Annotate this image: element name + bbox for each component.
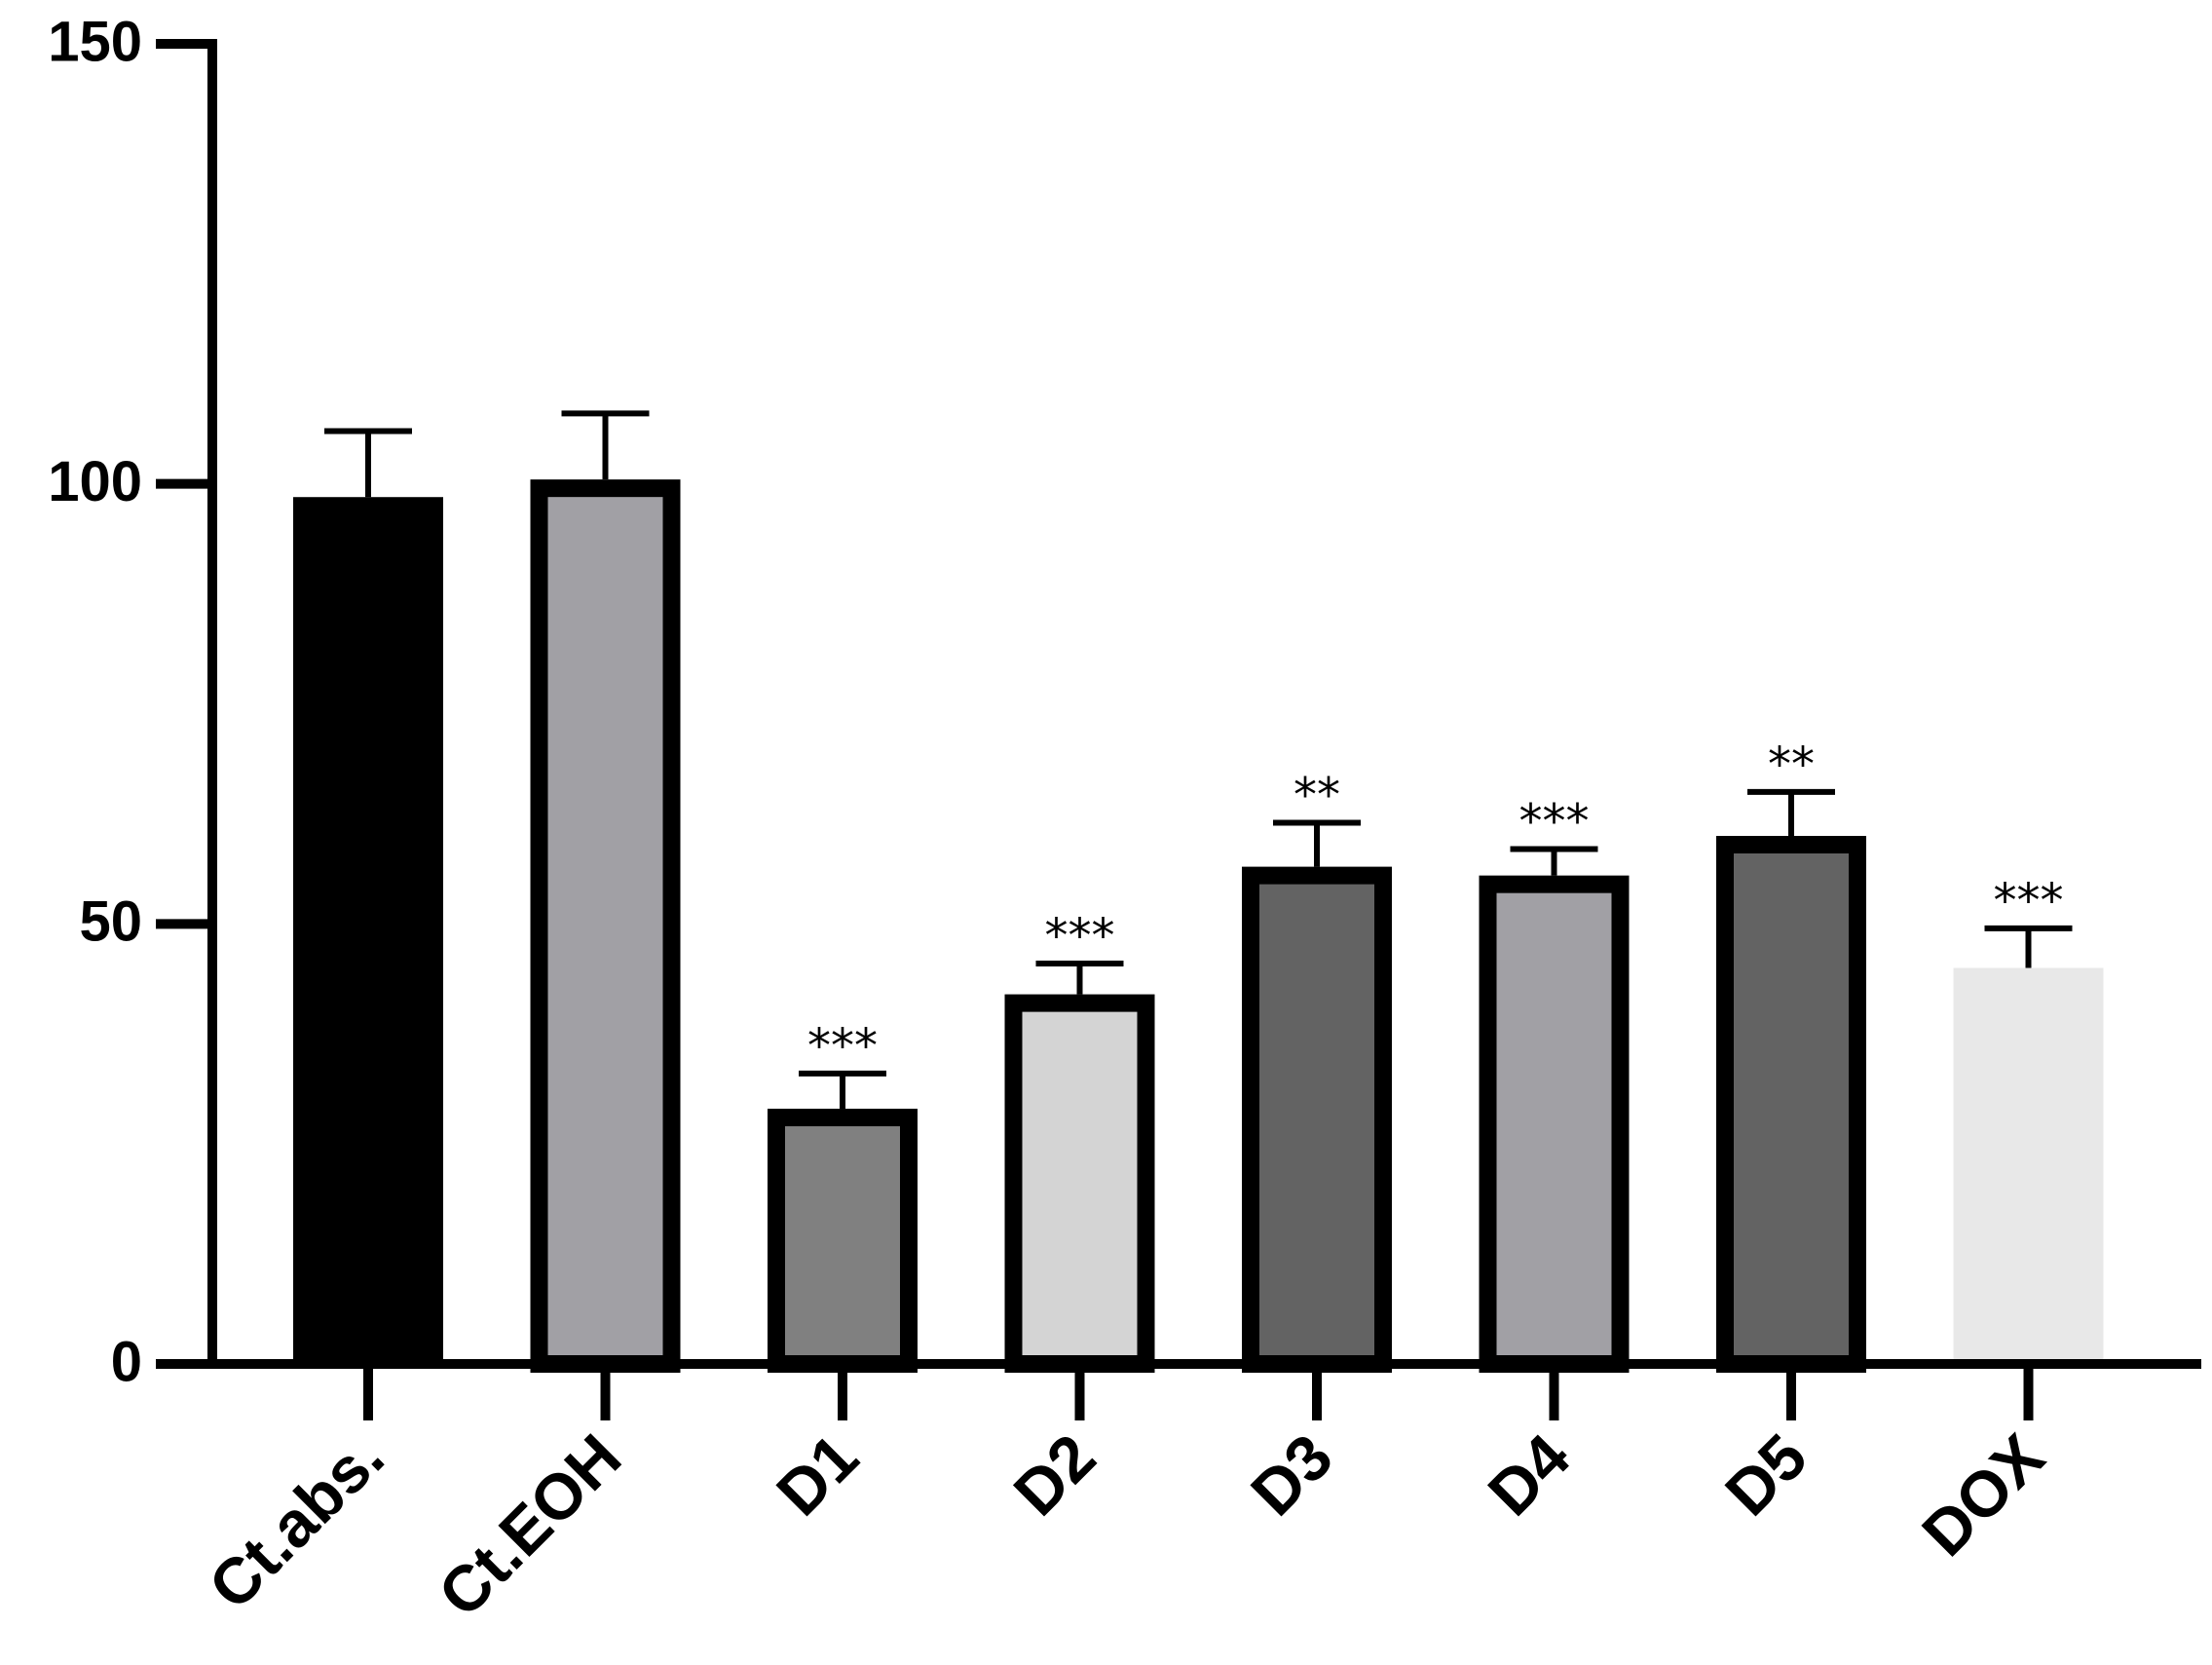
x-tick-label: Ct.EOH bbox=[425, 1420, 635, 1631]
x-axis-ticks bbox=[363, 1364, 2034, 1420]
y-axis-ticks: 0 50 100 150 bbox=[48, 10, 212, 1393]
x-axis-labels: Ct.abs. Ct.EOH D1 D2 D3 D4 D5 DOX bbox=[195, 1419, 2057, 1630]
error-bar bbox=[1273, 819, 1361, 867]
x-tick-label: Ct.abs. bbox=[195, 1420, 397, 1623]
bars bbox=[293, 479, 2104, 1374]
error-bar bbox=[1035, 960, 1124, 995]
x-tick-label: D4 bbox=[1474, 1419, 1583, 1529]
significance-label: ** bbox=[1768, 738, 1815, 792]
x-tick-label: D1 bbox=[763, 1420, 872, 1530]
error-bars bbox=[324, 410, 2073, 1110]
significance-label: ** bbox=[1293, 768, 1340, 822]
significance-label: *** bbox=[1045, 909, 1115, 964]
x-tick-label: DOX bbox=[1908, 1420, 2057, 1570]
error-bar bbox=[799, 1070, 886, 1110]
x-tick-label: D3 bbox=[1237, 1420, 1346, 1530]
y-tick-label: 100 bbox=[48, 450, 142, 513]
y-tick-label: 50 bbox=[79, 890, 142, 954]
bar-d4 bbox=[1479, 875, 1630, 1374]
x-tick-label: D2 bbox=[999, 1420, 1108, 1530]
bar-d5 bbox=[1716, 836, 1866, 1373]
bar-d1 bbox=[768, 1109, 918, 1373]
x-tick-label: D5 bbox=[1711, 1420, 1820, 1530]
bar-ct-eoh bbox=[530, 479, 681, 1373]
significance-label: *** bbox=[1519, 795, 1590, 850]
bar-ct-abs bbox=[293, 497, 443, 1364]
error-bar bbox=[1510, 846, 1598, 876]
bar-d3 bbox=[1242, 866, 1392, 1373]
y-tick-label: 150 bbox=[48, 10, 142, 73]
significance-labels: ******** ******** bbox=[807, 738, 2064, 1074]
error-bar bbox=[1984, 925, 2073, 968]
error-bar bbox=[324, 428, 412, 498]
bar-d2 bbox=[1004, 994, 1155, 1373]
error-bar bbox=[561, 410, 650, 480]
significance-label: *** bbox=[807, 1019, 878, 1074]
error-bar bbox=[1747, 788, 1835, 836]
significance-label: *** bbox=[1994, 874, 2064, 928]
y-tick-label: 0 bbox=[111, 1330, 142, 1393]
bar-dox bbox=[1953, 967, 2104, 1364]
